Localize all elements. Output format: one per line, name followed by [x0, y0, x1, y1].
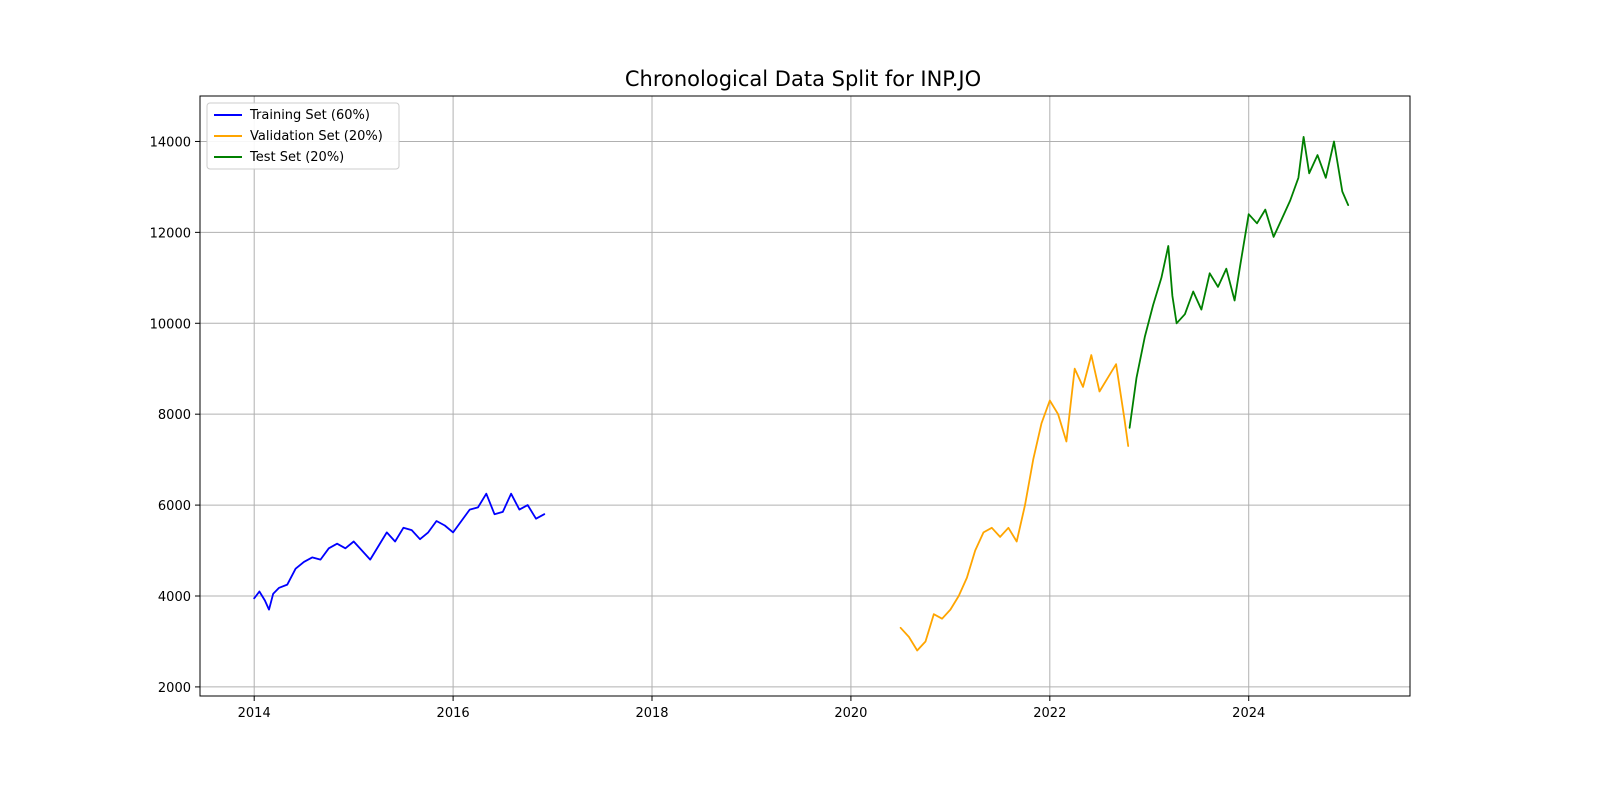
chart-title: Chronological Data Split for INP.JO — [625, 67, 981, 91]
series-lines — [253, 135, 1350, 652]
x-tick-label: 2020 — [834, 706, 867, 721]
x-tick-label: 2022 — [1033, 706, 1066, 721]
y-tick-label: 2000 — [158, 681, 191, 696]
legend-item: Test Set (20%) — [214, 150, 344, 165]
axis-ticks: 2014 2016 2018 2020 2022 2024 2000 4000 6000 8000… — [150, 135, 1266, 721]
series-line-training — [253, 492, 546, 611]
x-tick-label: 2016 — [437, 706, 470, 721]
legend-item: Validation Set (20%) — [214, 129, 383, 144]
y-tick-label: 10000 — [150, 317, 191, 332]
y-tick-label: 8000 — [158, 408, 191, 423]
y-tick-label: 4000 — [158, 590, 191, 605]
legend-label: Validation Set (20%) — [250, 129, 383, 144]
y-tick-label: 14000 — [150, 135, 191, 150]
series-line-validation — [899, 354, 1130, 652]
grid-lines — [200, 96, 1410, 696]
plot-frame — [199, 95, 1411, 697]
legend-item: Training Set (60%) — [214, 108, 370, 123]
y-tick-label: 6000 — [158, 499, 191, 514]
legend-label: Test Set (20%) — [249, 150, 344, 165]
series-line-test — [1128, 135, 1350, 429]
legend-box — [206, 102, 400, 170]
y-tick-label: 12000 — [150, 226, 191, 241]
legend: Training Set (60%) Validation Set (20%) … — [206, 102, 400, 170]
x-tick-label: 2018 — [635, 706, 668, 721]
legend-label: Training Set (60%) — [249, 108, 370, 123]
x-tick-label: 2024 — [1232, 706, 1265, 721]
x-tick-label: 2014 — [238, 706, 271, 721]
